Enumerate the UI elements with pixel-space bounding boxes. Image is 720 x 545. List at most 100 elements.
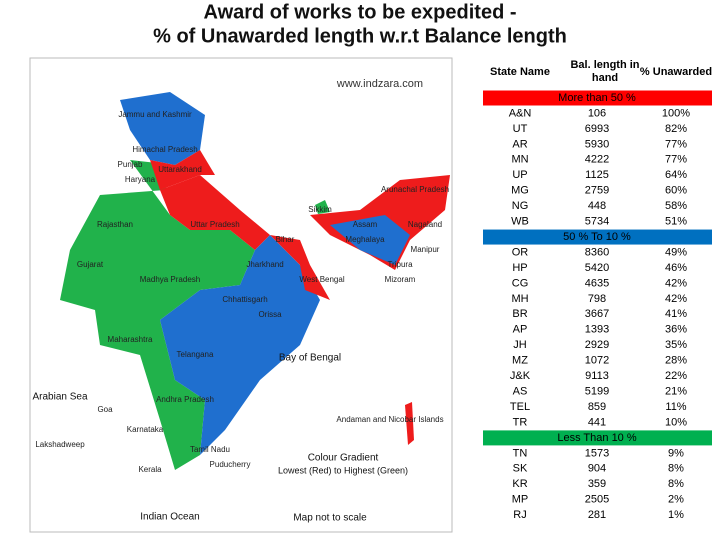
table-cell: 35%	[665, 339, 687, 351]
map-label: Telangana	[177, 350, 214, 359]
region-green	[60, 160, 255, 470]
group-band	[483, 90, 712, 106]
sea-label: Indian Ocean	[140, 512, 200, 523]
title-line: % of Unawarded length w.r.t Balance leng…	[153, 25, 567, 47]
map-label: Andaman and Nicobar Islands	[336, 415, 443, 424]
region-assam	[330, 215, 410, 265]
table-cell: 82%	[665, 123, 687, 135]
map-label: Orissa	[258, 310, 282, 319]
table-cell: 1072	[585, 355, 609, 367]
map-label: Manipur	[411, 245, 440, 254]
region-wb	[270, 235, 330, 300]
table-cell: 5199	[585, 385, 609, 397]
map-label: Puducherry	[210, 460, 251, 469]
map-label: Himachal Pradesh	[132, 145, 197, 154]
table-cell: 4635	[585, 277, 609, 289]
group-label: Less Than 10 %	[557, 432, 637, 444]
table-cell: MN	[511, 154, 528, 166]
table-cell: 8%	[668, 463, 684, 475]
data-table: State Name Bal. length in hand% Unawarded M…	[483, 59, 712, 521]
legend-title: Colour Gradient	[308, 453, 379, 464]
table-cell: HP	[512, 262, 527, 274]
region-ut	[150, 150, 215, 190]
map-label: Bihar	[276, 235, 295, 244]
table-cell: 100%	[662, 107, 690, 119]
table-cell: MG	[511, 185, 529, 197]
map-label: Assam	[353, 220, 378, 229]
table-cell: MP	[512, 494, 529, 506]
region-up	[160, 175, 270, 250]
map-label: Madhya Pradesh	[140, 275, 200, 284]
table-cell: 58%	[665, 200, 687, 212]
table-cell: A&N	[509, 107, 532, 119]
table-cell: MZ	[512, 355, 528, 367]
map-note: Map not to scale	[293, 513, 367, 524]
table-cell: CG	[512, 277, 529, 289]
table-cell: 106	[588, 107, 606, 119]
map-label: Goa	[97, 405, 113, 414]
table-cell: 2929	[585, 339, 609, 351]
table-cell: 8360	[585, 246, 609, 258]
group-band	[483, 430, 712, 446]
table-cell: 5420	[585, 262, 609, 274]
map-label: Rajasthan	[97, 220, 133, 229]
group-label: More than 50 %	[558, 92, 636, 104]
table-cell: 281	[588, 509, 606, 521]
table-cell: AR	[512, 138, 527, 150]
table-cell: 9%	[668, 447, 684, 459]
table-cell: 42%	[665, 277, 687, 289]
table-cell: 904	[588, 463, 606, 475]
header-line: hand	[592, 72, 618, 84]
table-cell: 77%	[665, 138, 687, 150]
table-cell: 359	[588, 478, 606, 490]
map-label: Nagaland	[408, 220, 442, 229]
table-cell: UP	[512, 169, 527, 181]
map-label: Maharashtra	[108, 335, 153, 344]
map-label: Tripura	[387, 260, 413, 269]
table-cell: 6993	[585, 123, 609, 135]
table-cell: 448	[588, 200, 606, 212]
table-cell: BR	[512, 308, 527, 320]
table-cell: 60%	[665, 185, 687, 197]
map-label: Kerala	[138, 465, 162, 474]
table-cell: 798	[588, 293, 606, 305]
table-cell: KR	[512, 478, 527, 490]
map-source: www.indzara.com	[336, 78, 423, 90]
table-cell: 859	[588, 401, 606, 413]
table-cell: J&K	[510, 370, 531, 382]
map-labels: Jammu and Kashmir Himachal Pradesh Punjab U…	[35, 110, 449, 474]
table-cell: UT	[513, 123, 528, 135]
table-cell: 1%	[668, 509, 684, 521]
map-label: Andhra Pradesh	[156, 395, 214, 404]
table-cell: TEL	[510, 401, 530, 413]
table-header: Bal. length in hand	[570, 59, 639, 84]
table-cell: NG	[512, 200, 529, 212]
title-line: Award of works to be expedited -	[203, 1, 516, 23]
table-cell: 21%	[665, 385, 687, 397]
map-label: Arunachal Pradesh	[381, 185, 449, 194]
table-cell: 22%	[665, 370, 687, 382]
table-cell: 1573	[585, 447, 609, 459]
table-cell: 4222	[585, 154, 609, 166]
table-header: % Unawarded	[640, 66, 712, 78]
map-label: Haryana	[125, 175, 156, 184]
map-label: Mizoram	[385, 275, 416, 284]
map-label: Gujarat	[77, 260, 104, 269]
table-cell: 41%	[665, 308, 687, 320]
group-band	[483, 229, 712, 245]
map-label: Lakshadweep	[35, 440, 85, 449]
table-cell: 28%	[665, 355, 687, 367]
table-cell: 2%	[668, 494, 684, 506]
table-header: State Name	[490, 66, 550, 78]
table-cell: 11%	[665, 401, 686, 413]
table-cell: TN	[513, 447, 528, 459]
map-label: West Bengal	[299, 275, 344, 284]
map-label: Meghalaya	[345, 235, 385, 244]
table-cell: 49%	[665, 246, 687, 258]
map-label: Jharkhand	[246, 260, 283, 269]
table-cell: 42%	[665, 293, 687, 305]
map-label: Jammu and Kashmir	[118, 110, 192, 119]
map-label: Uttar Pradesh	[190, 220, 239, 229]
